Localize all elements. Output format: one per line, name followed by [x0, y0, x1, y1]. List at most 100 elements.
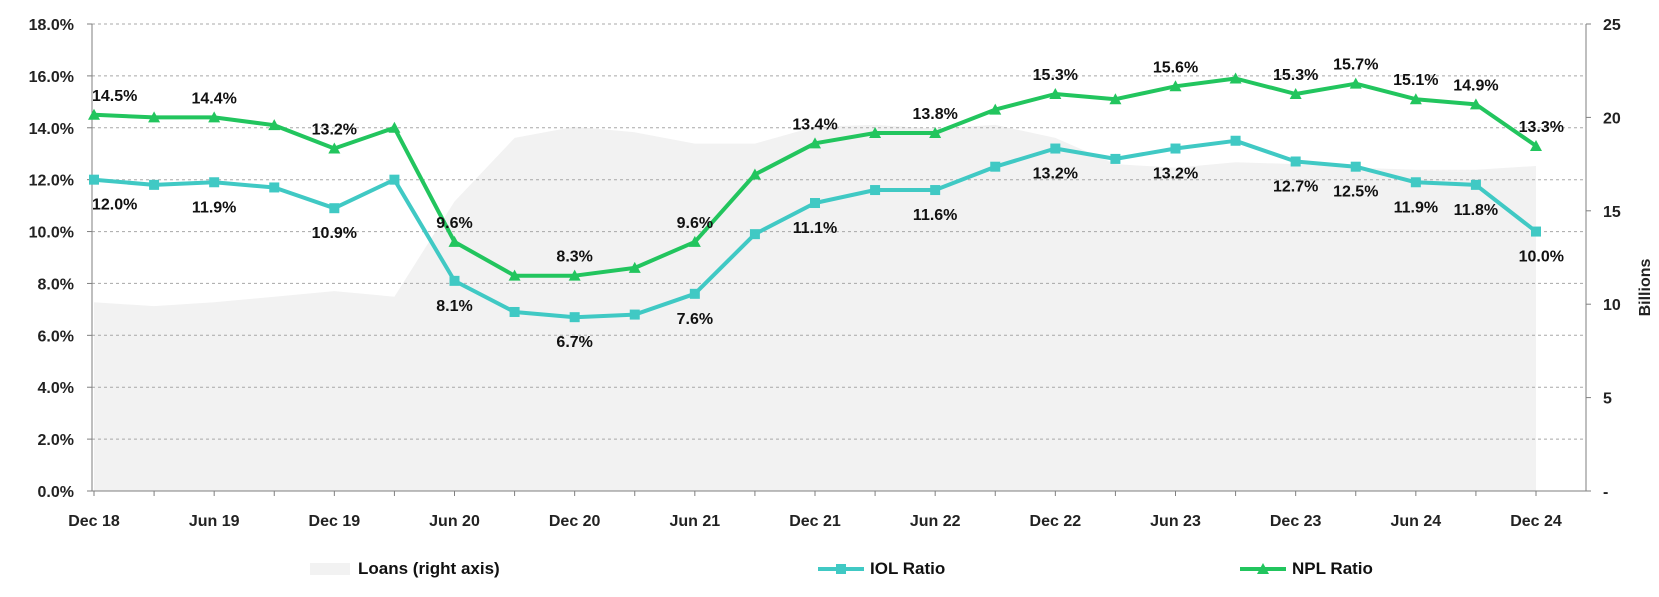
- x-tick-label: Jun 24: [1390, 513, 1441, 530]
- npl-point: [1169, 80, 1182, 92]
- data-label: 15.7%: [1333, 57, 1378, 74]
- iol-point: [149, 179, 160, 190]
- npl-point: [628, 261, 641, 273]
- x-tick-label: Dec 21: [789, 513, 841, 530]
- npl-point: [1469, 98, 1482, 110]
- right-tick-label: 10: [1603, 297, 1621, 314]
- data-label: 13.3%: [1519, 119, 1564, 136]
- npl-point: [268, 119, 281, 131]
- data-label: 12.5%: [1333, 184, 1378, 201]
- data-label: 11.9%: [192, 199, 236, 216]
- iol-point: [629, 309, 640, 320]
- data-label: 13.4%: [792, 116, 837, 133]
- left-tick-label: 2.0%: [38, 432, 74, 449]
- legend-swatch-loans: [310, 563, 350, 575]
- iol-point: [1350, 161, 1361, 172]
- iol-point: [749, 229, 760, 240]
- left-tick-label: 14.0%: [29, 121, 74, 138]
- x-tick-label: Jun 20: [429, 513, 480, 530]
- npl-point: [809, 137, 821, 149]
- series-lines: [88, 72, 1542, 323]
- data-label: 11.1%: [793, 220, 837, 237]
- right-tick-label: 25: [1603, 17, 1621, 34]
- right-tick-label: 15: [1603, 204, 1621, 221]
- npl-point: [1409, 93, 1422, 105]
- data-label: 13.2%: [1153, 166, 1198, 183]
- iol-point: [1470, 179, 1481, 190]
- data-label: 10.0%: [1519, 249, 1564, 266]
- npl-point: [208, 111, 221, 123]
- legend-marker-iol: [836, 564, 846, 574]
- npl-point: [328, 142, 341, 154]
- left-tick-label: 16.0%: [29, 69, 74, 86]
- data-label: 13.2%: [312, 122, 357, 139]
- x-tick-label: Dec 20: [549, 513, 601, 530]
- data-label: 8.1%: [436, 298, 472, 315]
- data-label: 9.6%: [436, 215, 472, 232]
- npl-point: [929, 126, 942, 138]
- data-label: 7.6%: [677, 311, 713, 328]
- x-tick-label: Dec 24: [1510, 513, 1562, 530]
- iol-point: [1230, 135, 1241, 146]
- npl-point: [448, 235, 461, 247]
- npl-point: [508, 269, 521, 281]
- npl-point: [388, 121, 401, 133]
- iol-point: [209, 177, 220, 188]
- data-label: 15.3%: [1033, 67, 1078, 84]
- npl-point: [568, 269, 581, 281]
- iol-point: [569, 312, 580, 323]
- x-tick-label: Dec 19: [309, 513, 361, 530]
- npl-point: [1049, 88, 1062, 100]
- right-tick-label: 5: [1603, 391, 1612, 408]
- data-label: 13.2%: [1033, 166, 1078, 183]
- left-tick-label: 4.0%: [38, 380, 74, 397]
- data-labels: 12.0% 11.9% 10.9% 8.1% 6.7% 7.6% 11.1% 11.6% 13.…: [92, 57, 1564, 351]
- data-label: 12.0%: [92, 197, 137, 214]
- npl-point: [1289, 88, 1302, 100]
- x-tick-label: Dec 18: [68, 513, 120, 530]
- loans-area-layer: [94, 124, 1536, 492]
- x-tick-label: Jun 21: [669, 513, 720, 530]
- data-label: 8.3%: [556, 249, 592, 266]
- npl-point: [688, 235, 701, 247]
- npl-point: [1109, 93, 1122, 105]
- iol-point: [689, 288, 700, 299]
- iol-point: [810, 198, 820, 209]
- iol-point: [870, 185, 881, 196]
- data-label: 14.4%: [191, 90, 236, 107]
- iol-point: [1110, 153, 1121, 164]
- gridlines: [92, 23, 1586, 440]
- data-label: 15.1%: [1393, 72, 1438, 89]
- left-tick-label: 8.0%: [38, 276, 74, 293]
- left-tick-label: 18.0%: [29, 17, 74, 34]
- data-label: 14.9%: [1453, 77, 1498, 94]
- iol-point: [1050, 143, 1061, 154]
- legend-marker-npl: [1257, 563, 1269, 574]
- npl-point: [1229, 72, 1242, 84]
- iol-point: [1290, 156, 1301, 167]
- x-tick-label: Jun 23: [1150, 513, 1201, 530]
- legend-label: IOL Ratio: [870, 559, 945, 578]
- npl-point: [148, 111, 161, 123]
- npl-point: [1530, 139, 1542, 151]
- left-tick-label: 12.0%: [29, 173, 74, 190]
- data-label: 13.8%: [912, 106, 957, 123]
- iol-point: [990, 161, 1001, 172]
- x-tick-label: Jun 19: [189, 513, 240, 530]
- data-label: 11.8%: [1454, 202, 1498, 219]
- right-axis-title: Billions: [1637, 259, 1654, 317]
- iol-point: [329, 203, 340, 214]
- axes: 0.0% 2.0% 4.0% 6.0% 8.0% 10.0% 12.0% 14.0% 16.0%…: [29, 17, 1654, 530]
- legend: Loans (right axis) IOL Ratio NPL Ratio: [310, 559, 1373, 578]
- loans-area: [94, 124, 1536, 492]
- x-tick-label: Dec 22: [1030, 513, 1082, 530]
- iol-point: [1531, 226, 1541, 237]
- iol-point: [930, 185, 941, 196]
- iol-point: [269, 182, 280, 193]
- legend-label: NPL Ratio: [1292, 559, 1373, 578]
- right-tick-label: 20: [1603, 110, 1621, 127]
- data-label: 10.9%: [312, 225, 357, 242]
- data-label: 6.7%: [556, 334, 592, 351]
- iol-point: [509, 306, 520, 317]
- iol-point: [1170, 143, 1181, 154]
